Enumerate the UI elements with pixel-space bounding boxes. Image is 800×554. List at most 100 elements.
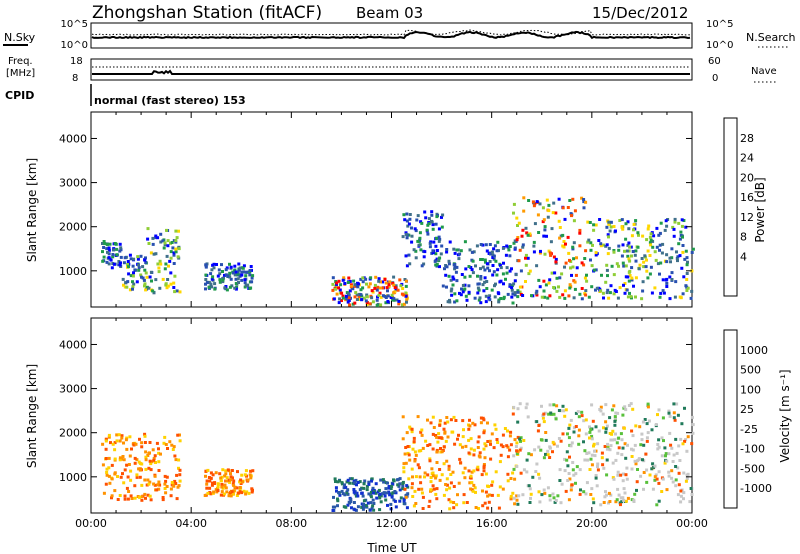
power-cell: [205, 281, 209, 285]
velocity-cell: [442, 493, 446, 497]
power-cell: [408, 262, 412, 266]
velocity-cell: [569, 444, 573, 448]
velocity-cell: [228, 480, 232, 484]
velocity-cell: [474, 506, 478, 509]
velocity-cell: [225, 476, 229, 480]
velocity-cell: [372, 491, 375, 495]
velocity-cell: [476, 465, 480, 469]
velocity-cell: [371, 488, 375, 492]
power-cell: [448, 240, 452, 244]
power-cell: [410, 226, 413, 230]
power-cell: [404, 284, 408, 288]
velocity-cell: [657, 445, 661, 449]
power-cell: [420, 264, 424, 268]
power-colorbar-tick: 4: [740, 250, 747, 263]
velocity-cell: [630, 498, 634, 502]
velocity-cell: [625, 466, 629, 470]
power-cell: [107, 262, 111, 266]
power-cell: [669, 260, 672, 264]
power-cell: [660, 251, 664, 255]
velocity-cell: [379, 500, 383, 504]
power-cell: [682, 275, 686, 279]
velocity-cell: [146, 454, 150, 457]
power-cell: [578, 231, 582, 235]
velocity-cell: [611, 461, 615, 465]
power-cell: [502, 282, 505, 286]
velocity-cell: [219, 479, 223, 483]
power-cell: [626, 254, 630, 258]
power-cell: [440, 244, 444, 248]
velocity-cell: [469, 487, 473, 491]
power-cell: [620, 254, 624, 258]
velocity-cell: [516, 435, 520, 439]
velocity-cell: [634, 462, 638, 466]
power-cell: [225, 266, 229, 270]
power-ylabel: Slant Range [km]: [25, 158, 39, 262]
velocity-cell: [367, 482, 371, 486]
velocity-cell: [105, 467, 109, 471]
power-cell: [495, 249, 499, 253]
velocity-cell: [467, 469, 471, 473]
velocity-cell: [107, 466, 111, 470]
velocity-cell: [152, 482, 156, 486]
power-cell: [154, 278, 158, 282]
power-cell: [638, 263, 642, 267]
velocity-cell: [568, 455, 571, 459]
power-cell: [516, 295, 520, 299]
velocity-cell: [144, 458, 148, 462]
power-cell: [648, 272, 652, 276]
power-cell: [675, 250, 678, 254]
power-cell: [690, 289, 694, 293]
power-cell: [488, 269, 491, 273]
velocity-cell: [416, 463, 420, 467]
velocity-cell: [336, 499, 340, 503]
power-cell: [515, 216, 519, 220]
power-colorbar-tick: 28: [740, 132, 754, 145]
power-cell: [376, 295, 379, 299]
power-cell: [485, 262, 489, 266]
power-cell: [426, 223, 430, 227]
power-cell: [597, 239, 601, 242]
velocity-cell: [544, 452, 547, 456]
power-cell: [569, 266, 573, 270]
velocity-cell: [490, 483, 494, 487]
velocity-cell: [435, 435, 439, 439]
velocity-cell: [161, 498, 165, 502]
velocity-cell: [602, 426, 605, 430]
velocity-cell: [421, 446, 425, 450]
velocity-cell: [351, 481, 355, 485]
velocity-cell: [689, 487, 693, 490]
velocity-cell: [467, 438, 471, 442]
power-cell: [410, 240, 414, 244]
power-cell: [341, 278, 345, 282]
power-cell: [425, 228, 429, 232]
power-cell: [658, 231, 662, 235]
velocity-cell: [427, 505, 431, 508]
power-cell: [601, 243, 605, 247]
velocity-cell: [564, 408, 568, 412]
power-cell: [627, 279, 631, 283]
power-cell: [234, 282, 238, 285]
velocity-cell: [547, 412, 551, 416]
velocity-cell: [630, 467, 634, 471]
velocity-cell: [651, 462, 655, 466]
velocity-cell: [563, 414, 567, 418]
power-cell: [661, 278, 665, 282]
power-cell: [668, 297, 672, 301]
velocity-cell: [396, 478, 399, 482]
power-cell: [359, 288, 363, 292]
velocity-colorbar-tick: -100: [740, 443, 765, 456]
velocity-cell: [625, 477, 629, 481]
power-cell: [424, 216, 428, 220]
power-cell: [331, 282, 335, 286]
velocity-cell: [434, 476, 438, 480]
power-cell: [386, 300, 390, 303]
power-cell: [144, 261, 148, 264]
power-cell: [564, 261, 568, 265]
power-cell: [493, 295, 497, 299]
power-cell: [145, 285, 149, 289]
velocity-cell: [110, 463, 114, 467]
velocity-cell: [646, 402, 650, 406]
power-cell: [575, 256, 578, 260]
velocity-cell: [156, 483, 160, 487]
